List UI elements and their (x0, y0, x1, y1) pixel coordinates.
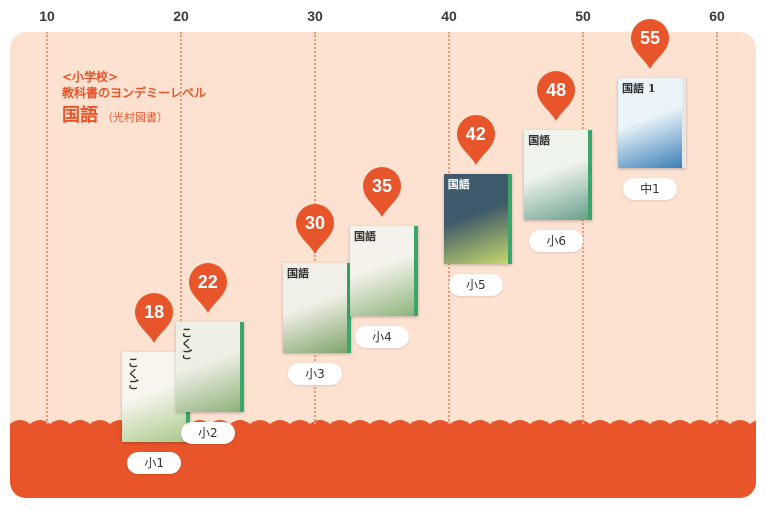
level-value-label: 18 (144, 302, 165, 322)
level-value-label: 22 (197, 272, 218, 293)
textbook-cover (443, 174, 512, 265)
textbook-cover-title: 国語 (287, 267, 309, 281)
grade-label: 小2 (180, 422, 235, 445)
chart-heading: <小学校> 教科書のヨンデミーレベル 国語 （光村図書） (62, 70, 206, 132)
textbook-cover (283, 263, 351, 354)
level-value-label: 42 (465, 124, 486, 145)
grade-label: 小6 (529, 230, 584, 252)
level-value-label: 55 (639, 28, 661, 49)
level-pin (296, 204, 334, 255)
x-tick-label: 60 (709, 8, 725, 24)
grid-line (716, 32, 718, 424)
level-pin (537, 71, 576, 121)
level-pin (135, 293, 174, 343)
chart-subtitle: 教科書のヨンデミーレベル (62, 86, 207, 100)
chart-title: 国語 (62, 105, 98, 126)
textbook-cover (524, 130, 593, 220)
textbook-cover (175, 322, 244, 413)
x-tick-label: 50 (575, 8, 591, 24)
grade-label: 小5 (448, 274, 503, 297)
textbook-cover-title: こくご (126, 357, 140, 390)
textbook-cover (350, 226, 418, 317)
chart-title-row: 国語 （光村図書） (62, 102, 206, 132)
x-tick-label: 30 (307, 8, 323, 24)
textbook-cover-title: こくご (179, 327, 193, 361)
publisher-label: （光村図書） (102, 111, 168, 124)
school-category-label: <小学校> (62, 70, 119, 84)
grade-label: 中1 (623, 178, 677, 201)
textbook-cover-title: 国語 (354, 230, 376, 244)
level-value-label: 35 (371, 176, 393, 197)
x-tick-label: 20 (173, 8, 189, 24)
textbook-cover-title: 国語 (447, 178, 470, 192)
x-tick-label: 10 (39, 8, 55, 24)
grid-line (582, 32, 584, 424)
x-tick-label: 40 (441, 8, 457, 24)
grade-label: 小3 (288, 363, 342, 386)
textbook-cover-title: 国語 (528, 134, 551, 147)
level-pin (456, 115, 495, 166)
textbook-cover (618, 78, 686, 169)
textbook-cover-title: 国語 1 (622, 82, 656, 96)
level-pin (363, 167, 401, 218)
grade-label: 小4 (355, 326, 409, 349)
grade-label: 小1 (127, 452, 182, 474)
grid-line (46, 32, 48, 424)
level-value-label: 48 (546, 80, 567, 100)
level-pin (188, 263, 227, 314)
level-pin (631, 19, 669, 70)
grid-line (180, 32, 182, 424)
level-value-label: 30 (304, 213, 326, 234)
